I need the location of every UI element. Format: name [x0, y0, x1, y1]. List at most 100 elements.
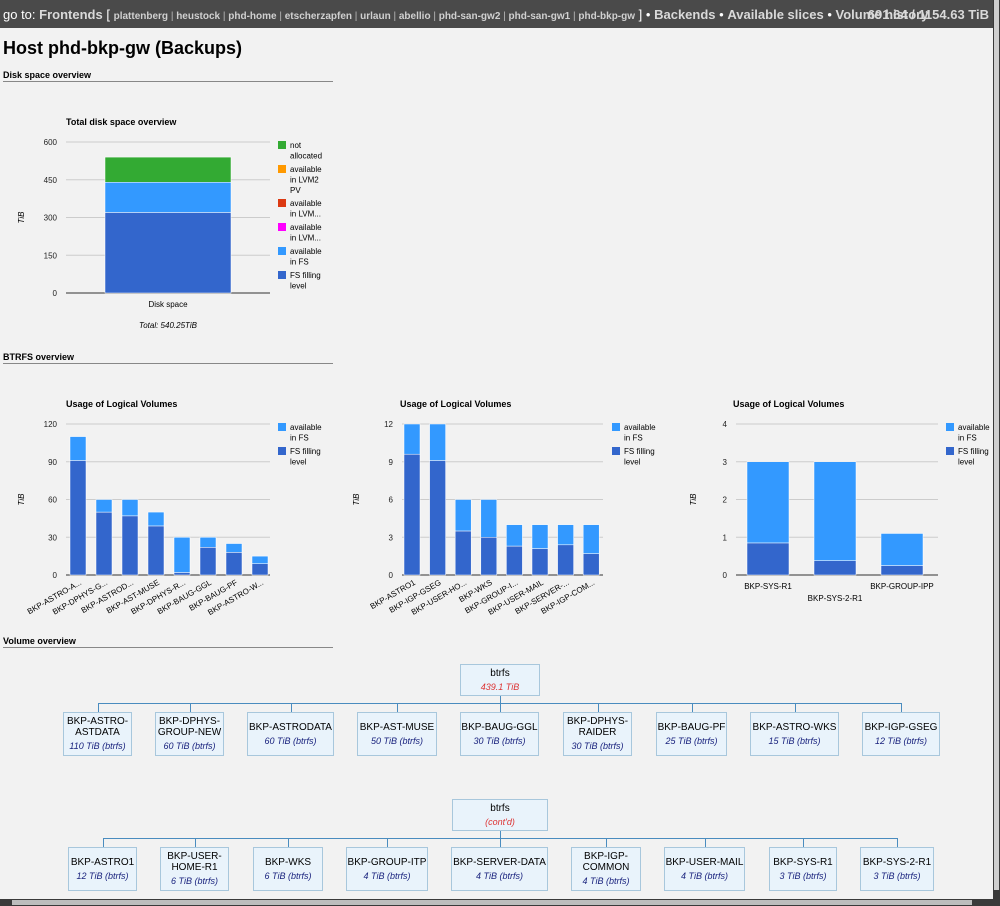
- volume-name: BKP-BAUG-GGL: [461, 721, 538, 733]
- volume-node[interactable]: BKP-DPHYS- RAIDER 30 TiB (btrfs): [563, 712, 632, 756]
- volume-node[interactable]: BKP-IGP- COMMON 4 TiB (btrfs): [571, 847, 641, 891]
- lv-usage-chart-2: Usage of Logical Volumes036912TiBBKP-AST…: [352, 399, 656, 617]
- disk-legend-swatch: [278, 247, 286, 255]
- volume-node[interactable]: BKP-DPHYS- GROUP-NEW 60 TiB (btrfs): [155, 712, 224, 756]
- bracket-open: [: [106, 7, 110, 22]
- frontends-link[interactable]: Frontends: [39, 7, 103, 22]
- volume-node[interactable]: BKP-GROUP-ITP 4 TiB (btrfs): [346, 847, 428, 891]
- lv1-bar-segment: [173, 537, 191, 573]
- volume-size: 4 TiB (btrfs): [681, 870, 728, 881]
- volume-name: BKP-IGP-: [584, 851, 628, 862]
- volume-name: BKP-GROUP-ITP: [347, 856, 427, 868]
- host-link-etscherzapfen[interactable]: etscherzapfen: [284, 11, 352, 22]
- lv1-legend-swatch: [278, 447, 286, 455]
- lv3-category-label: BKP-SYS-R1: [744, 582, 792, 591]
- lv1-bar-segment: [95, 511, 113, 576]
- lv3-title: Usage of Logical Volumes: [733, 399, 844, 409]
- horizontal-scrollbar[interactable]: [0, 899, 1000, 906]
- volume-node[interactable]: BKP-IGP-GSEG 12 TiB (btrfs): [862, 712, 940, 756]
- lv2-bar-segment: [429, 423, 446, 461]
- volume-history-link[interactable]: Volume history: [835, 7, 929, 22]
- lv1-legend-label: FS filling: [290, 447, 321, 456]
- disk-legend-swatch: [278, 271, 286, 279]
- lv1-bar-segment: [121, 515, 139, 576]
- section-disk-space: Disk space overview: [3, 70, 333, 82]
- host-link-plattenberg[interactable]: plattenberg: [113, 11, 169, 22]
- volume-node[interactable]: BKP-ASTRODATA 60 TiB (btrfs): [247, 712, 334, 756]
- volume-node[interactable]: BKP-ASTRO-WKS 15 TiB (btrfs): [750, 712, 839, 756]
- host-link-urlaun[interactable]: urlaun: [360, 11, 391, 22]
- lv3-legend-label: level: [958, 458, 975, 467]
- volume-node[interactable]: BKP-SERVER-DATA 4 TiB (btrfs): [451, 847, 548, 891]
- volume-name: BKP-SERVER-DATA: [453, 856, 546, 868]
- lv1-legend-label: in FS: [290, 434, 309, 443]
- disk-legend-label: PV: [290, 186, 301, 195]
- tree-connector: [803, 838, 804, 847]
- tree-connector: [102, 838, 104, 847]
- volume-node[interactable]: BKP-ASTRO1 12 TiB (btrfs): [68, 847, 137, 891]
- volume-node[interactable]: BKP-BAUG-GGL 30 TiB (btrfs): [460, 712, 539, 756]
- lv2-bar-segment: [480, 499, 498, 538]
- volume-node[interactable]: BKP-SYS-2-R1 3 TiB (btrfs): [860, 847, 934, 891]
- volume-size: 4 TiB (btrfs): [476, 870, 523, 881]
- available-slices-link[interactable]: Available slices: [727, 7, 824, 22]
- host-link-phd-home[interactable]: phd-home: [228, 11, 277, 22]
- lv2-bar-segment: [531, 524, 549, 549]
- host-link-phd-bkp-gw[interactable]: phd-bkp-gw: [578, 11, 636, 22]
- lv1-bar-segment: [121, 499, 139, 517]
- disk-bar-segment: [104, 182, 232, 213]
- volume-name: BKP-BAUG-PF: [657, 721, 726, 733]
- lv1-bar-segment: [173, 572, 191, 576]
- volume-size: 25 TiB (btrfs): [665, 735, 718, 746]
- volume-node[interactable]: BKP-WKS 6 TiB (btrfs): [253, 847, 323, 891]
- lv1-bar-segment: [69, 436, 87, 461]
- lv3-bar-segment: [813, 461, 857, 561]
- top-nav-bar: go to: Frontends [ plattenberg | heustoc…: [0, 0, 993, 28]
- volume-size: 12 TiB (btrfs): [76, 870, 129, 881]
- volume-name: BKP-DPHYS-: [566, 716, 629, 727]
- volume-name: BKP-DPHYS-: [158, 716, 221, 727]
- lv1-ytick-label: 120: [44, 420, 58, 429]
- tree-connector: [500, 696, 501, 703]
- volume-name: BKP-SYS-R1: [773, 856, 833, 868]
- volume-root-node[interactable]: btrfs (cont'd): [452, 799, 548, 831]
- host-link-phd-san-gw2[interactable]: phd-san-gw2: [438, 11, 501, 22]
- lv3-bar-segment: [880, 533, 924, 566]
- tree-connector: [189, 703, 191, 712]
- volume-node[interactable]: BKP-SYS-R1 3 TiB (btrfs): [769, 847, 837, 891]
- disk-ytick-label: 0: [53, 289, 58, 298]
- volume-size: 439.1 TiB: [480, 681, 520, 692]
- disk-legend-label: level: [290, 282, 307, 291]
- lv2-legend-label: FS filling: [624, 447, 655, 456]
- tree-connector: [704, 838, 706, 847]
- disk-ylabel: TiB: [17, 211, 26, 224]
- host-link-abellio[interactable]: abellio: [398, 11, 431, 22]
- volume-root-node[interactable]: btrfs 439.1 TiB: [460, 664, 540, 696]
- tree-connector: [794, 703, 796, 712]
- vertical-scrollbar[interactable]: [993, 0, 1000, 906]
- disk-title: Total disk space overview: [66, 117, 177, 127]
- volume-node[interactable]: BKP-USER- HOME-R1 6 TiB (btrfs): [160, 847, 229, 891]
- disk-space-chart: Total disk space overview 0 150 300 450 600 Ti…: [17, 117, 322, 330]
- lv2-ytick-label: 9: [389, 458, 394, 467]
- horizontal-scroll-thumb[interactable]: [12, 900, 972, 905]
- lv1-ytick-label: 90: [48, 458, 57, 467]
- host-link-heustock[interactable]: heustock: [176, 11, 221, 22]
- host-link-phd-san-gw1[interactable]: phd-san-gw1: [508, 11, 571, 22]
- section-btrfs: BTRFS overview: [3, 352, 333, 364]
- lv3-legend-swatch: [946, 423, 954, 431]
- volume-name: BKP-IGP-GSEG: [864, 721, 938, 733]
- disk-legend-label: available: [290, 165, 322, 174]
- volume-name: BKP-ASTRO1: [70, 856, 135, 868]
- volume-node[interactable]: BKP-AST-MUSE 50 TiB (btrfs): [357, 712, 437, 756]
- volume-name: btrfs: [490, 802, 510, 814]
- tree-connector: [397, 703, 398, 712]
- tree-connector: [290, 703, 292, 712]
- vertical-scroll-thumb[interactable]: [994, 0, 999, 890]
- volume-node[interactable]: BKP-BAUG-PF 25 TiB (btrfs): [656, 712, 727, 756]
- volume-node[interactable]: BKP-ASTRO- ASTDATA 110 TiB (btrfs): [63, 712, 132, 756]
- volume-name: BKP-WKS: [264, 856, 312, 868]
- disk-bar-segment: [104, 156, 232, 183]
- volume-node[interactable]: BKP-USER-MAIL 4 TiB (btrfs): [664, 847, 745, 891]
- backends-link[interactable]: Backends: [654, 7, 716, 22]
